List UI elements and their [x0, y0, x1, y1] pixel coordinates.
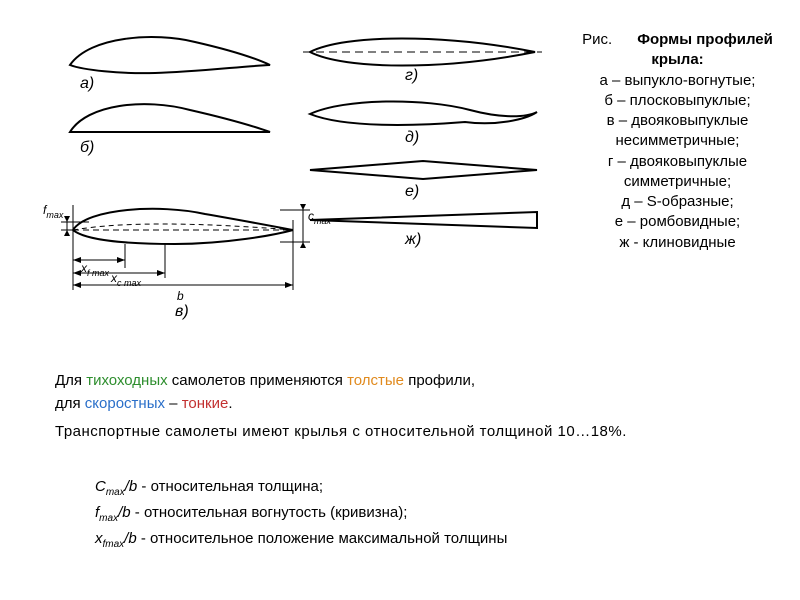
caption-item-e: е – ромбовидные; — [575, 212, 780, 232]
figure-caption: Рис. Формы профилей крыла: а – выпукло-в… — [575, 30, 780, 253]
label-zh: ж) — [404, 231, 421, 248]
label-v: в) — [175, 303, 189, 320]
caption-item-b: б – плосковыпуклые; — [575, 91, 780, 111]
caption-item-d: д – S-образные; — [575, 192, 780, 212]
def-row-1: Cmax/b - относительная толщина; — [95, 475, 695, 501]
definitions: Cmax/b - относительная толщина; fmax/b -… — [95, 475, 695, 553]
label-e: е) — [405, 183, 419, 200]
body-line-2: для скоростных – тонкие. — [55, 393, 755, 416]
label-d: д) — [405, 129, 419, 146]
word-fast: скоростных — [85, 395, 165, 412]
profile-a: а) — [70, 37, 270, 92]
profile-g: г) — [303, 39, 542, 85]
profile-b: б) — [70, 104, 270, 156]
caption-item-g: г – двояковыпуклые симметричные; — [575, 152, 780, 193]
caption-item-a: а – выпукло-вогнутые; — [575, 71, 780, 91]
body-text: Для тихоходных самолетов применяются тол… — [55, 370, 755, 444]
caption-lead: Рис. — [582, 31, 612, 48]
caption-title: Формы профилей крыла: — [637, 31, 773, 68]
profile-d: д) — [310, 101, 537, 146]
word-slow: тихоходных — [86, 372, 167, 389]
word-thin: тонкие — [182, 395, 229, 412]
label-g: г) — [405, 67, 418, 84]
dim-b: b — [177, 289, 184, 303]
body-line-1: Для тихоходных самолетов применяются тол… — [55, 370, 755, 393]
caption-item-v: в – двояковыпуклые несимметричные; — [575, 111, 780, 152]
word-thick: толстые — [347, 372, 404, 389]
dim-cmax: cmax — [308, 209, 332, 226]
profile-zh: ж) — [310, 212, 537, 248]
label-a: а) — [80, 75, 94, 92]
airfoil-svg: а) б) b xf max — [25, 20, 545, 320]
profile-e: е) — [310, 161, 537, 200]
airfoil-diagram: а) б) b xf max — [25, 20, 545, 320]
def-row-2: fmax/b - относительная вогнутость (криви… — [95, 501, 695, 527]
caption-item-zh: ж - клиновидные — [575, 233, 780, 253]
dim-fmax: fmax — [43, 203, 64, 220]
profile-v: b xf max xc max fmax — [43, 203, 332, 320]
body-line-3: Транспортные самолеты имеют крылья с отн… — [55, 421, 755, 444]
label-b: б) — [80, 139, 94, 156]
dim-xfmax: xf max — [80, 261, 110, 278]
def-row-3: xfmax/b - относительное положение максим… — [95, 527, 695, 553]
